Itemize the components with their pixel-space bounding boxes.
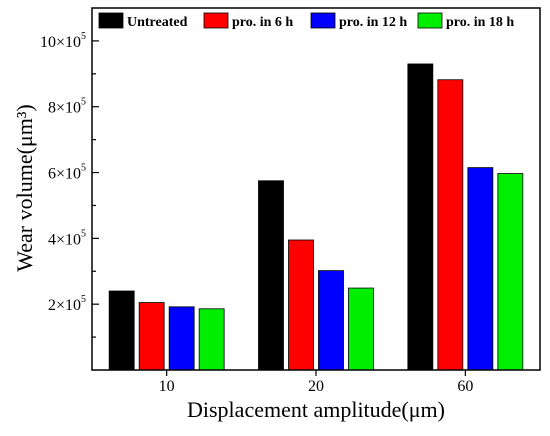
y-tick-mantissa: 4 — [48, 231, 56, 248]
bar-pro-in-6-h-10 — [138, 302, 165, 371]
y-tick-label: 8×105 — [48, 97, 86, 117]
y-tick-label: 4×105 — [48, 228, 86, 248]
bar-untreated-10 — [108, 290, 135, 371]
bar-pro-in-12-h-60 — [467, 167, 494, 371]
x-tick-label: 60 — [457, 378, 473, 395]
bar-pro-in-18-h-20 — [348, 287, 374, 371]
y-tick-mantissa: 6 — [48, 166, 56, 183]
y-tick-exponent: 5 — [81, 294, 86, 305]
bar-untreated-60 — [407, 63, 434, 371]
y-tick-exponent: 5 — [81, 31, 86, 42]
legend: Untreated pro. in 6 h pro. in 12 h pro. in … — [98, 12, 514, 30]
y-tick-mantissa: 10 — [40, 34, 56, 51]
legend-swatch — [98, 12, 124, 29]
x-tick-label: 10 — [159, 378, 175, 395]
bar-pro-in-18-h-10 — [198, 308, 225, 371]
bar-pro-in-6-h-20 — [288, 239, 314, 371]
y-tick-mantissa: 2 — [48, 297, 56, 314]
y-tick-times: ×10 — [56, 100, 81, 117]
y-tick-times: ×10 — [56, 34, 81, 51]
y-tick-label: 6×105 — [48, 163, 86, 183]
bar-pro-in-6-h-60 — [437, 79, 464, 371]
y-tick-mantissa: 8 — [48, 100, 56, 117]
bar-pro-in-12-h-20 — [318, 270, 344, 371]
legend-label: pro. in 6 h — [232, 15, 293, 30]
y-tick-label: 2×105 — [48, 294, 86, 314]
bar-pro-in-12-h-10 — [168, 306, 195, 371]
y-tick-label: 10×105 — [40, 31, 86, 51]
y-axis-label: Wear volume(μm³) — [12, 104, 37, 272]
bar-untreated-20 — [258, 180, 284, 371]
y-tick-times: ×10 — [56, 297, 81, 314]
x-tick-label: 20 — [308, 378, 324, 395]
y-tick-times: ×10 — [56, 166, 81, 183]
legend-label: Untreated — [127, 15, 188, 30]
y-tick-exponent: 5 — [81, 163, 86, 174]
legend-swatch — [203, 12, 229, 29]
legend-label: pro. in 12 h — [339, 15, 407, 30]
x-axis-label: Displacement amplitude(μm) — [187, 397, 445, 422]
x-axis: 10 20 60 — [159, 370, 473, 395]
legend-label: pro. in 18 h — [446, 15, 514, 30]
legend-swatch — [417, 12, 443, 29]
y-tick-exponent: 5 — [81, 97, 86, 108]
bar-pro-in-18-h-60 — [497, 173, 524, 371]
legend-swatch — [310, 12, 336, 29]
bars-group — [108, 63, 524, 371]
y-tick-times: ×10 — [56, 231, 81, 248]
y-tick-exponent: 5 — [81, 228, 86, 239]
